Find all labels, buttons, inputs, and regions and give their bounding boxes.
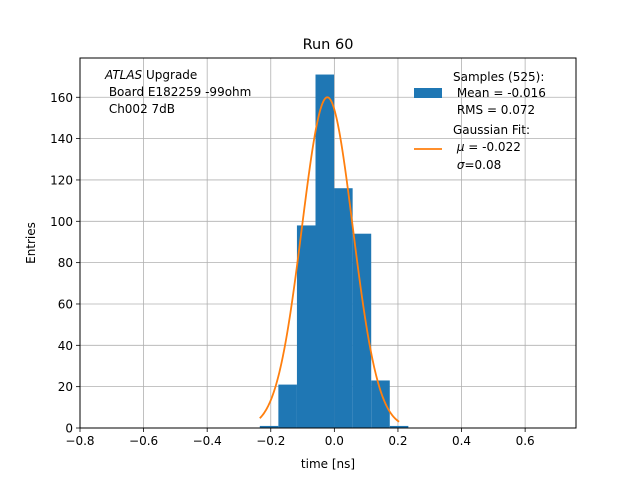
x-tick-label: 0.2	[388, 434, 407, 448]
histogram-bar	[352, 233, 372, 428]
legend-fit-title: Gaussian Fit:	[453, 123, 530, 137]
y-tick-label: 80	[58, 256, 73, 270]
svg-text:σ=0.08: σ=0.08	[453, 158, 501, 172]
svg-text:ATLAS Upgrade: ATLAS Upgrade	[104, 68, 197, 82]
svg-text:μ = -0.022: μ = -0.022	[453, 140, 521, 154]
plot-frame	[79, 57, 577, 429]
histogram-bar	[315, 74, 335, 428]
y-tick-label: 20	[58, 380, 73, 394]
x-axis-label: time [ns]	[301, 457, 355, 471]
y-tick-label: 140	[50, 132, 73, 146]
legend-samples-rms: RMS = 0.072	[453, 103, 535, 117]
legend-samples-swatch	[414, 88, 442, 98]
histogram-bar	[334, 188, 353, 428]
y-tick-label: 0	[65, 422, 73, 436]
legend-fit-sigma-value: =0.08	[464, 158, 501, 172]
histogram-bar	[296, 225, 316, 428]
histogram-bar	[259, 425, 279, 428]
x-tick-label: 0.0	[325, 434, 344, 448]
gaussian-fit-curve	[259, 96, 400, 423]
y-tick-label: 160	[50, 91, 73, 105]
histogram-bar	[278, 384, 297, 428]
annotation-channel: Ch002 7dB	[105, 102, 175, 116]
x-tick-label: −0.4	[193, 434, 222, 448]
y-axis-ticks: 0 20 40 60 80 100 120 140 160	[50, 91, 80, 436]
histogram-bar	[389, 425, 409, 428]
y-tick-label: 100	[50, 215, 73, 229]
legend-samples-title: Samples (525):	[453, 70, 544, 84]
chart-title: Run 60	[303, 37, 354, 53]
legend-fit-sigma-symbol: σ	[457, 158, 465, 172]
x-tick-label: −0.2	[256, 434, 285, 448]
x-tick-label: −0.6	[129, 434, 158, 448]
annotation-board: Board E182259 -99ohm	[105, 85, 251, 99]
x-axis-ticks: −0.8 −0.6 −0.4 −0.2 0.0 0.2 0.4 0.6	[65, 428, 535, 448]
y-tick-label: 60	[58, 297, 73, 311]
atlas-annotation: ATLAS Upgrade Board E182259 -99ohm Ch002…	[104, 68, 251, 116]
legend-fit-mu-symbol: μ	[456, 140, 465, 154]
annotation-upgrade: Upgrade	[142, 68, 197, 82]
legend: Samples (525): Mean = -0.016 RMS = 0.072…	[414, 70, 546, 172]
x-tick-label: −0.8	[65, 434, 94, 448]
y-axis-label: Entries	[24, 222, 38, 264]
x-tick-label: 0.4	[452, 434, 471, 448]
legend-fit-mu-value: = -0.022	[464, 140, 520, 154]
legend-samples-mean: Mean = -0.016	[453, 86, 546, 100]
x-tick-label: 0.6	[516, 434, 535, 448]
y-tick-label: 120	[50, 173, 73, 187]
histogram-bar	[371, 380, 390, 428]
y-tick-label: 40	[58, 339, 73, 353]
annotation-atlas: ATLAS	[104, 68, 143, 82]
histogram-bars	[259, 74, 409, 428]
